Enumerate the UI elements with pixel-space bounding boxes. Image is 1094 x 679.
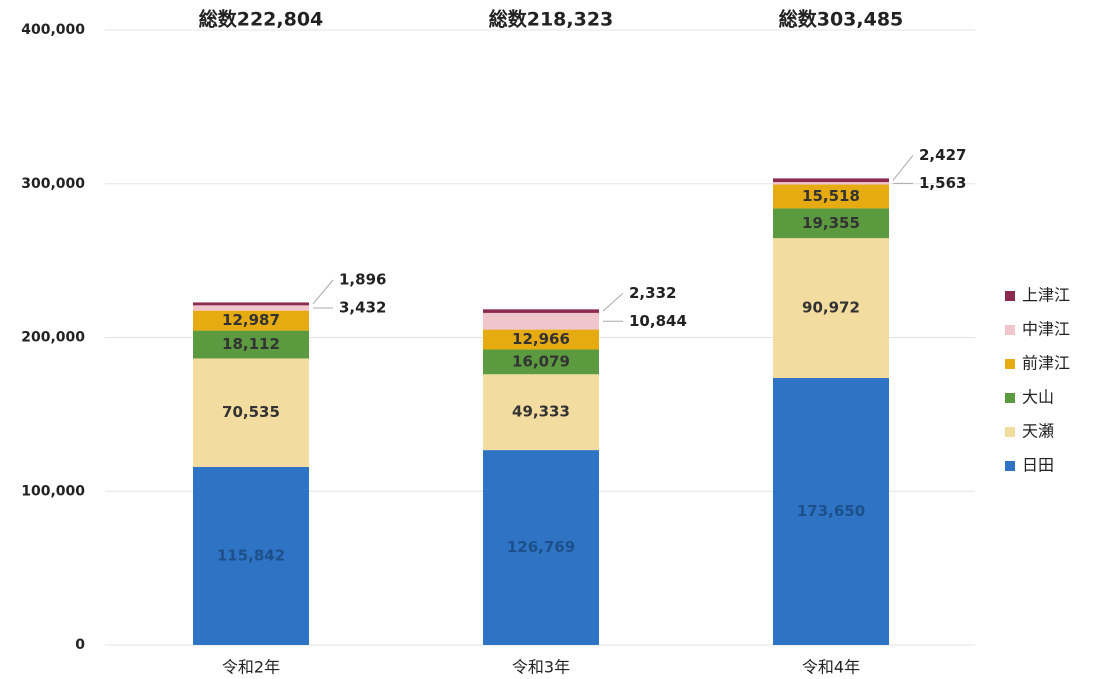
bar-segment <box>483 309 599 313</box>
y-tick-label: 300,000 <box>21 176 85 192</box>
legend-label: 前津江 <box>1022 354 1070 373</box>
bar-segment <box>483 329 599 350</box>
legend-swatch <box>1005 291 1015 301</box>
total-label: 総数303,485 <box>779 8 904 31</box>
bar-segment <box>193 305 309 311</box>
data-label: 70,535 <box>222 403 280 421</box>
data-label: 15,518 <box>802 187 860 205</box>
data-label: 12,987 <box>222 311 280 329</box>
data-label: 49,333 <box>512 403 570 421</box>
legend-swatch <box>1005 325 1015 335</box>
bar-segment <box>193 358 309 467</box>
data-label: 18,112 <box>222 335 280 353</box>
bar-segment <box>483 312 599 330</box>
bar-segment <box>773 238 889 379</box>
bar-segment <box>773 184 889 209</box>
y-tick-label: 0 <box>75 637 85 653</box>
legend-label: 中津江 <box>1022 320 1070 339</box>
legend-label: 大山 <box>1022 388 1054 407</box>
total-label: 総数218,323 <box>489 8 614 31</box>
bar-segment <box>483 450 599 645</box>
legend-swatch <box>1005 427 1015 437</box>
bar-segment <box>773 378 889 645</box>
data-label: 1,896 <box>339 270 386 288</box>
data-label: 2,332 <box>629 284 676 302</box>
legend-label: 天瀬 <box>1022 422 1054 441</box>
data-label: 12,966 <box>512 330 570 348</box>
x-tick-label: 令和2年 <box>222 658 280 677</box>
y-tick-label: 400,000 <box>21 22 85 38</box>
data-label: 126,769 <box>507 538 575 556</box>
bar-segment <box>483 349 599 375</box>
y-tick-label: 100,000 <box>21 483 85 499</box>
total-label: 総数222,804 <box>199 8 324 31</box>
data-label: 115,842 <box>217 546 285 564</box>
data-label: 2,427 <box>919 146 966 164</box>
bar-segment <box>193 302 309 306</box>
data-label: 173,650 <box>797 502 865 520</box>
legend-label: 上津江 <box>1022 286 1070 305</box>
leader-line <box>602 292 624 312</box>
bar-segment <box>193 310 309 331</box>
y-tick-label: 200,000 <box>21 330 85 346</box>
data-label: 10,844 <box>629 312 687 330</box>
x-tick-label: 令和3年 <box>512 658 570 677</box>
data-label: 16,079 <box>512 352 570 370</box>
bar-segment <box>193 330 309 359</box>
leader-line <box>312 279 334 305</box>
data-label: 1,563 <box>919 174 966 192</box>
data-label: 3,432 <box>339 298 386 316</box>
bar-segment <box>773 208 889 239</box>
data-label: 90,972 <box>802 299 860 317</box>
leader-line <box>892 155 914 181</box>
legend-swatch <box>1005 359 1015 369</box>
legend-swatch <box>1005 461 1015 471</box>
bar-segment <box>773 178 889 183</box>
bar-segment <box>483 374 599 451</box>
bar-segment <box>193 466 309 645</box>
legend-label: 日田 <box>1022 456 1054 475</box>
data-label: 19,355 <box>802 214 860 232</box>
legend-swatch <box>1005 393 1015 403</box>
bar-segment <box>773 182 889 185</box>
x-tick-label: 令和4年 <box>802 658 860 677</box>
